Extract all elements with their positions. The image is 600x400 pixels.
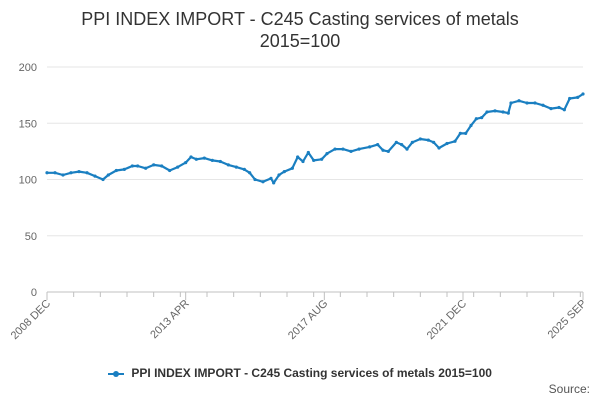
data-point[interactable]: [341, 147, 345, 151]
data-point[interactable]: [464, 131, 468, 135]
data-point[interactable]: [480, 116, 484, 120]
data-point[interactable]: [277, 173, 281, 177]
data-point[interactable]: [320, 157, 324, 161]
data-point[interactable]: [272, 181, 276, 185]
data-point[interactable]: [576, 95, 580, 99]
y-tick-label: 50: [25, 231, 37, 243]
y-tick-label: 100: [19, 175, 37, 187]
data-point[interactable]: [562, 108, 566, 112]
legend-series-label: PPI INDEX IMPORT - C245 Casting services…: [131, 366, 492, 380]
data-point[interactable]: [400, 143, 404, 147]
data-point[interactable]: [517, 99, 521, 103]
data-point[interactable]: [296, 155, 300, 159]
data-point[interactable]: [61, 173, 65, 177]
data-point[interactable]: [301, 159, 305, 164]
data-point[interactable]: [77, 170, 81, 174]
data-point[interactable]: [426, 138, 430, 142]
chart-title: PPI INDEX IMPORT - C245 Casting services…: [0, 8, 600, 52]
data-point[interactable]: [168, 168, 172, 173]
x-tick-label: 2021 DEC: [425, 298, 469, 342]
data-point[interactable]: [253, 177, 257, 182]
y-tick-label: 0: [31, 287, 37, 299]
data-point[interactable]: [114, 168, 118, 173]
data-point[interactable]: [282, 170, 286, 174]
data-point[interactable]: [368, 145, 372, 149]
data-point[interactable]: [160, 164, 164, 168]
data-point[interactable]: [357, 147, 361, 151]
data-point[interactable]: [325, 152, 329, 156]
data-point[interactable]: [106, 173, 110, 177]
data-point[interactable]: [290, 166, 294, 170]
data-point[interactable]: [549, 107, 553, 111]
data-point[interactable]: [218, 159, 222, 164]
data-point[interactable]: [349, 149, 353, 153]
data-point[interactable]: [437, 146, 441, 150]
x-tick-label: 2017 AUG: [286, 298, 330, 342]
data-point[interactable]: [533, 101, 537, 105]
data-point[interactable]: [381, 148, 385, 152]
data-point[interactable]: [226, 163, 230, 167]
data-point[interactable]: [101, 177, 105, 182]
data-point[interactable]: [85, 171, 89, 175]
data-point[interactable]: [248, 171, 252, 175]
data-point[interactable]: [376, 143, 380, 147]
data-point[interactable]: [445, 141, 449, 146]
data-point[interactable]: [418, 137, 422, 141]
data-point[interactable]: [525, 101, 529, 105]
data-point[interactable]: [53, 171, 57, 175]
data-point[interactable]: [509, 101, 513, 105]
chart-title-line-1: PPI INDEX IMPORT - C245 Casting services…: [81, 9, 519, 29]
data-point[interactable]: [474, 117, 478, 121]
data-point[interactable]: [493, 109, 497, 113]
x-tick-label: 2025 SEP: [546, 298, 590, 342]
data-point[interactable]: [130, 164, 134, 168]
data-point[interactable]: [122, 167, 126, 171]
data-point[interactable]: [432, 140, 436, 144]
data-point[interactable]: [386, 149, 390, 153]
data-point[interactable]: [453, 139, 457, 143]
data-point[interactable]: [506, 111, 510, 115]
x-tick-label: 2008 DEC: [9, 298, 53, 342]
data-point[interactable]: [69, 171, 73, 175]
data-point[interactable]: [93, 174, 97, 178]
data-point[interactable]: [581, 92, 585, 96]
data-point[interactable]: [333, 147, 337, 151]
chart-title-line-2: 2015=100: [259, 31, 341, 51]
data-point[interactable]: [144, 166, 148, 170]
data-point[interactable]: [410, 140, 414, 144]
series-line[interactable]: [45, 92, 585, 184]
data-point[interactable]: [469, 123, 473, 128]
data-point[interactable]: [176, 165, 180, 169]
x-tick-label: 2013 APR: [148, 298, 192, 342]
legend-line-marker-icon: [108, 369, 125, 379]
data-point[interactable]: [501, 110, 505, 114]
data-point[interactable]: [541, 103, 545, 107]
data-point[interactable]: [261, 180, 265, 184]
data-point[interactable]: [210, 158, 214, 162]
data-point[interactable]: [136, 164, 140, 168]
data-point[interactable]: [394, 140, 398, 144]
y-tick-label: 200: [19, 62, 37, 74]
data-point[interactable]: [234, 165, 238, 169]
data-point[interactable]: [194, 157, 198, 161]
data-point[interactable]: [485, 110, 489, 114]
data-point[interactable]: [189, 155, 193, 159]
data-point[interactable]: [557, 105, 561, 110]
data-point[interactable]: [202, 156, 206, 160]
data-point[interactable]: [242, 167, 246, 171]
data-point[interactable]: [152, 163, 156, 167]
data-point[interactable]: [568, 96, 572, 101]
data-point[interactable]: [458, 131, 462, 135]
data-point[interactable]: [312, 158, 316, 162]
source-label: Source:: [548, 382, 590, 396]
data-point[interactable]: [306, 150, 310, 155]
y-tick-label: 150: [19, 118, 37, 130]
data-point[interactable]: [405, 147, 409, 151]
chart-legend[interactable]: PPI INDEX IMPORT - C245 Casting services…: [0, 366, 600, 380]
data-point[interactable]: [45, 171, 49, 175]
data-point[interactable]: [269, 176, 273, 180]
data-point[interactable]: [184, 161, 188, 165]
